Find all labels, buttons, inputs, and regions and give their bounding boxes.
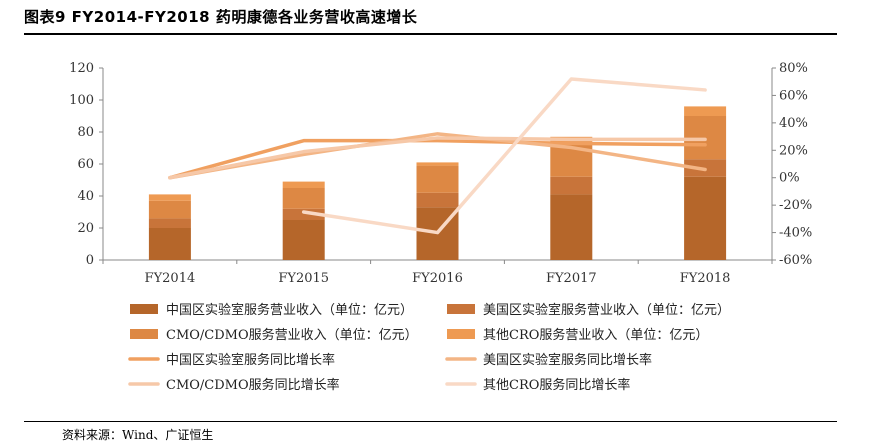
y2-tick-label: 40% <box>779 116 808 131</box>
x-tick-label: FY2016 <box>412 271 463 286</box>
bar-segment <box>550 194 593 260</box>
bar-segment <box>416 162 459 166</box>
bar-segment <box>550 176 593 195</box>
y-tick-label: 80 <box>77 125 94 140</box>
y2-tick-label: 20% <box>779 143 808 158</box>
stacked-bar-line-chart: 0 20 40 60 80 100 120 -60% -40% -20% 0% 20% 40% 60% 80… <box>69 61 812 393</box>
legend-swatch <box>447 304 475 314</box>
x-tick-label: FY2014 <box>145 271 196 286</box>
y2-tick-label: 80% <box>779 61 808 76</box>
y2-tick-label: -40% <box>779 226 812 241</box>
legend-entry: 中国区实验室服务营业收入（单位：亿元） <box>166 302 413 318</box>
source-note: 资料来源：Wind、广证恒生 <box>62 428 214 442</box>
series-line <box>168 136 707 180</box>
y-tick-label: 40 <box>77 189 94 204</box>
legend-entry: CMO/CDMO服务营业收入（单位：亿元） <box>166 327 418 343</box>
y-tick-label: 120 <box>69 61 94 76</box>
y2-tick-label: -60% <box>779 253 812 268</box>
bar-segment <box>684 176 727 260</box>
y-tick-label: 0 <box>86 253 94 268</box>
legend-entry: 美国区实验室服务营业收入（单位：亿元） <box>483 302 730 318</box>
y-tick-label: 100 <box>69 93 94 108</box>
legend-entry: 其他CRO服务同比增长率 <box>483 377 630 393</box>
bar-segment <box>148 228 191 260</box>
bar-segment <box>416 165 459 193</box>
bar-segment <box>282 188 325 209</box>
bar-segment <box>684 106 727 116</box>
legend-entry: 美国区实验室服务同比增长率 <box>483 352 652 368</box>
legend-entry: CMO/CDMO服务同比增长率 <box>166 377 340 393</box>
legend-swatch <box>130 329 158 339</box>
series-line <box>301 77 707 235</box>
bar-segment <box>148 194 191 201</box>
bar-segment <box>282 181 325 188</box>
bar-segment <box>148 218 191 228</box>
bar-segment <box>416 192 459 208</box>
x-tick-label: FY2017 <box>546 271 597 286</box>
page-title: 图表9 FY2014-FY2018 药明康德各业务营收高速增长 <box>24 8 418 26</box>
legend-entry: 中国区实验室服务同比增长率 <box>166 352 335 368</box>
y-tick-label: 60 <box>77 157 94 172</box>
bar-segment <box>282 208 325 220</box>
legend-swatch <box>447 329 475 339</box>
legend-swatch <box>130 304 158 314</box>
source-rule <box>24 421 837 422</box>
x-tick-label: FY2018 <box>680 271 731 286</box>
series-line <box>168 132 707 180</box>
legend-entry: 其他CRO服务营业收入（单位：亿元） <box>483 327 708 343</box>
title-rule <box>24 33 837 35</box>
y2-tick-label: -20% <box>779 198 812 213</box>
bar-segment <box>148 200 191 219</box>
bar-segment <box>282 220 325 260</box>
y-tick-label: 20 <box>77 221 94 236</box>
y2-tick-label: 0% <box>779 171 800 186</box>
x-tick-label: FY2015 <box>278 271 329 286</box>
y2-tick-label: 60% <box>779 88 808 103</box>
series-line <box>168 138 707 180</box>
